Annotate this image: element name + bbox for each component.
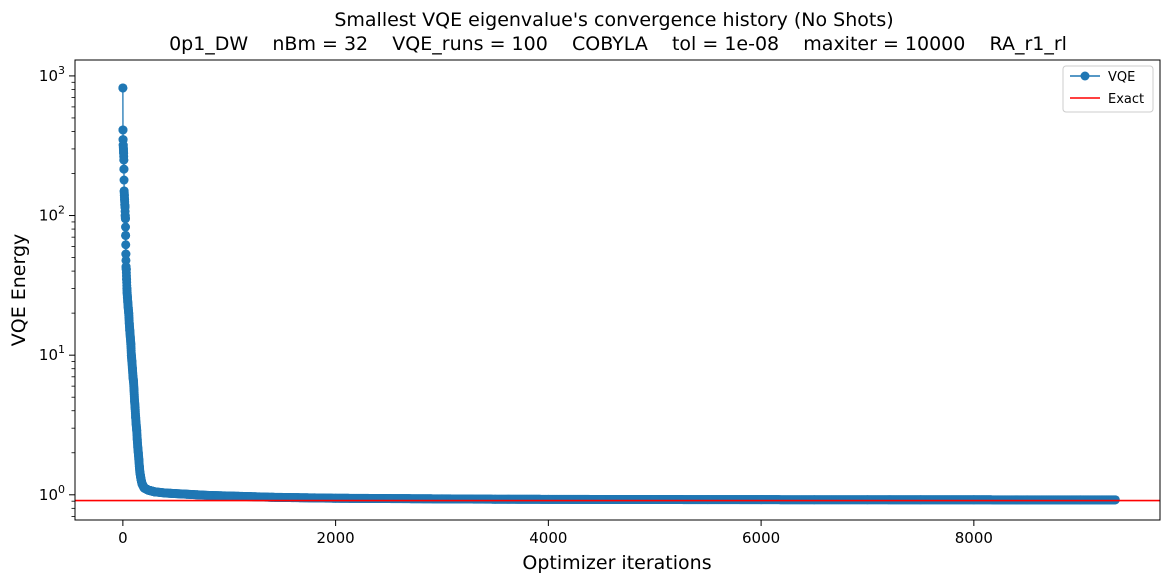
y-tick-base: 10 <box>39 207 58 225</box>
legend-vqe-label: VQE <box>1108 70 1135 85</box>
vqe-point <box>127 364 137 374</box>
vqe-point <box>384 494 394 504</box>
vqe-point <box>203 490 213 500</box>
vqe-point <box>118 125 128 135</box>
x-axis-label: Optimizer iterations <box>522 552 711 574</box>
vqe-point <box>246 492 256 502</box>
vqe-point <box>132 434 142 444</box>
y-tick-exponent: 0 <box>58 483 65 496</box>
vqe-marker-trail <box>121 222 131 232</box>
vqe-point <box>130 396 140 406</box>
vqe-point <box>192 490 202 500</box>
vqe-point <box>756 495 766 505</box>
vqe-point <box>127 357 137 367</box>
vqe-point <box>214 491 224 501</box>
vqe-point <box>124 308 134 318</box>
vqe-marker-trail <box>121 255 131 265</box>
legend-exact-label: Exact <box>1108 92 1144 107</box>
vqe-point <box>126 339 136 349</box>
vqe-point <box>543 494 553 504</box>
y-tick-exponent: 3 <box>58 64 65 77</box>
x-tick-label: 0 <box>118 529 128 547</box>
y-tick-label: 103 <box>39 64 65 85</box>
legend: VQE Exact <box>1062 65 1154 113</box>
vqe-point <box>119 148 129 158</box>
vqe-marker-trail <box>121 240 131 250</box>
vqe-point <box>121 249 131 259</box>
vqe-marker-trail <box>119 175 129 185</box>
vqe-point <box>121 265 131 275</box>
vqe-point <box>125 332 135 342</box>
y-tick-exponent: 1 <box>58 343 65 356</box>
vqe-point <box>124 318 134 328</box>
vqe-point <box>437 494 447 504</box>
vqe-point <box>130 403 140 413</box>
vqe-point <box>224 491 234 501</box>
vqe-point <box>120 202 130 212</box>
y-tick-label: 102 <box>39 204 65 225</box>
legend-vqe-marker <box>1080 71 1090 81</box>
x-tick-label: 2000 <box>317 529 355 547</box>
vqe-point <box>120 214 130 224</box>
vqe-point <box>122 274 132 284</box>
vqe-point <box>182 489 192 499</box>
vqe-point <box>267 492 277 502</box>
vqe-line <box>122 87 1116 501</box>
vqe-point <box>131 412 141 422</box>
vqe-point <box>597 494 607 504</box>
y-tick-label: 101 <box>39 343 65 364</box>
chart-title: Smallest VQE eigenvalue's convergence hi… <box>334 9 893 31</box>
vqe-point <box>129 376 138 386</box>
y-tick-base: 10 <box>39 486 58 504</box>
vqe-point <box>703 495 713 505</box>
x-axis: 0 2000 4000 6000 8000 <box>118 520 993 547</box>
y-tick-label: 100 <box>39 483 65 504</box>
vqe-point <box>119 164 129 174</box>
y-tick-base: 10 <box>39 346 58 364</box>
vqe-point <box>121 230 131 240</box>
vqe-point <box>132 425 142 435</box>
y-tick-exponent: 2 <box>58 204 65 217</box>
x-tick-label: 6000 <box>742 529 780 547</box>
vqe-point <box>171 489 181 499</box>
vqe-point <box>118 83 128 93</box>
vqe-point <box>331 493 341 503</box>
x-tick-label: 4000 <box>529 529 567 547</box>
vqe-point <box>134 454 144 464</box>
chart-subtitle: 0p1_DW nBm = 32 VQE_runs = 100 COBYLA to… <box>169 33 1067 55</box>
vqe-point <box>490 494 500 504</box>
vqe-point <box>119 155 129 165</box>
vqe-point <box>129 385 139 395</box>
y-tick-base: 10 <box>39 67 58 85</box>
y-axis-label: VQE Energy <box>8 234 30 347</box>
x-tick-label: 8000 <box>955 529 993 547</box>
vqe-point <box>135 467 145 477</box>
plot-area <box>74 59 1161 521</box>
vqe-point <box>650 495 660 505</box>
plot-frame <box>74 59 1161 521</box>
vqe-series <box>118 83 1120 505</box>
